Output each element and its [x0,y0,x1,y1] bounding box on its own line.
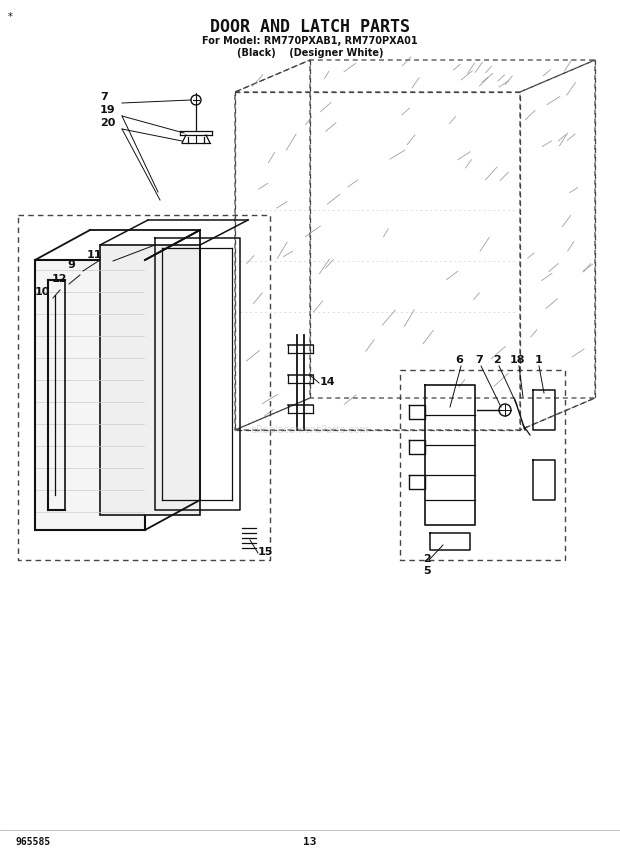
Text: 1: 1 [535,355,542,365]
Text: 2: 2 [493,355,501,365]
Polygon shape [100,245,200,515]
Text: 10: 10 [35,287,50,297]
Polygon shape [35,260,145,530]
Text: For Model: RM770PXAB1, RM770PXA01: For Model: RM770PXAB1, RM770PXA01 [202,36,418,46]
Text: 13: 13 [303,837,317,847]
Text: 7: 7 [100,92,108,102]
Text: 12: 12 [52,274,68,284]
Text: eReplacementParts.com: eReplacementParts.com [250,425,370,435]
Text: 965585: 965585 [15,837,50,847]
Text: (Black)    (Designer White): (Black) (Designer White) [237,48,383,58]
Text: 5: 5 [423,566,431,576]
Text: 9: 9 [67,260,75,270]
Text: DOOR AND LATCH PARTS: DOOR AND LATCH PARTS [210,18,410,36]
Text: 15: 15 [258,547,273,557]
Text: 6: 6 [455,355,463,365]
Text: 14: 14 [320,377,335,387]
Text: 2: 2 [423,554,431,564]
Text: 19: 19 [100,105,115,115]
Text: 20: 20 [100,118,115,128]
Text: 11: 11 [87,250,102,260]
Text: 18: 18 [510,355,526,365]
Text: 7: 7 [475,355,483,365]
Text: *: * [8,12,13,22]
